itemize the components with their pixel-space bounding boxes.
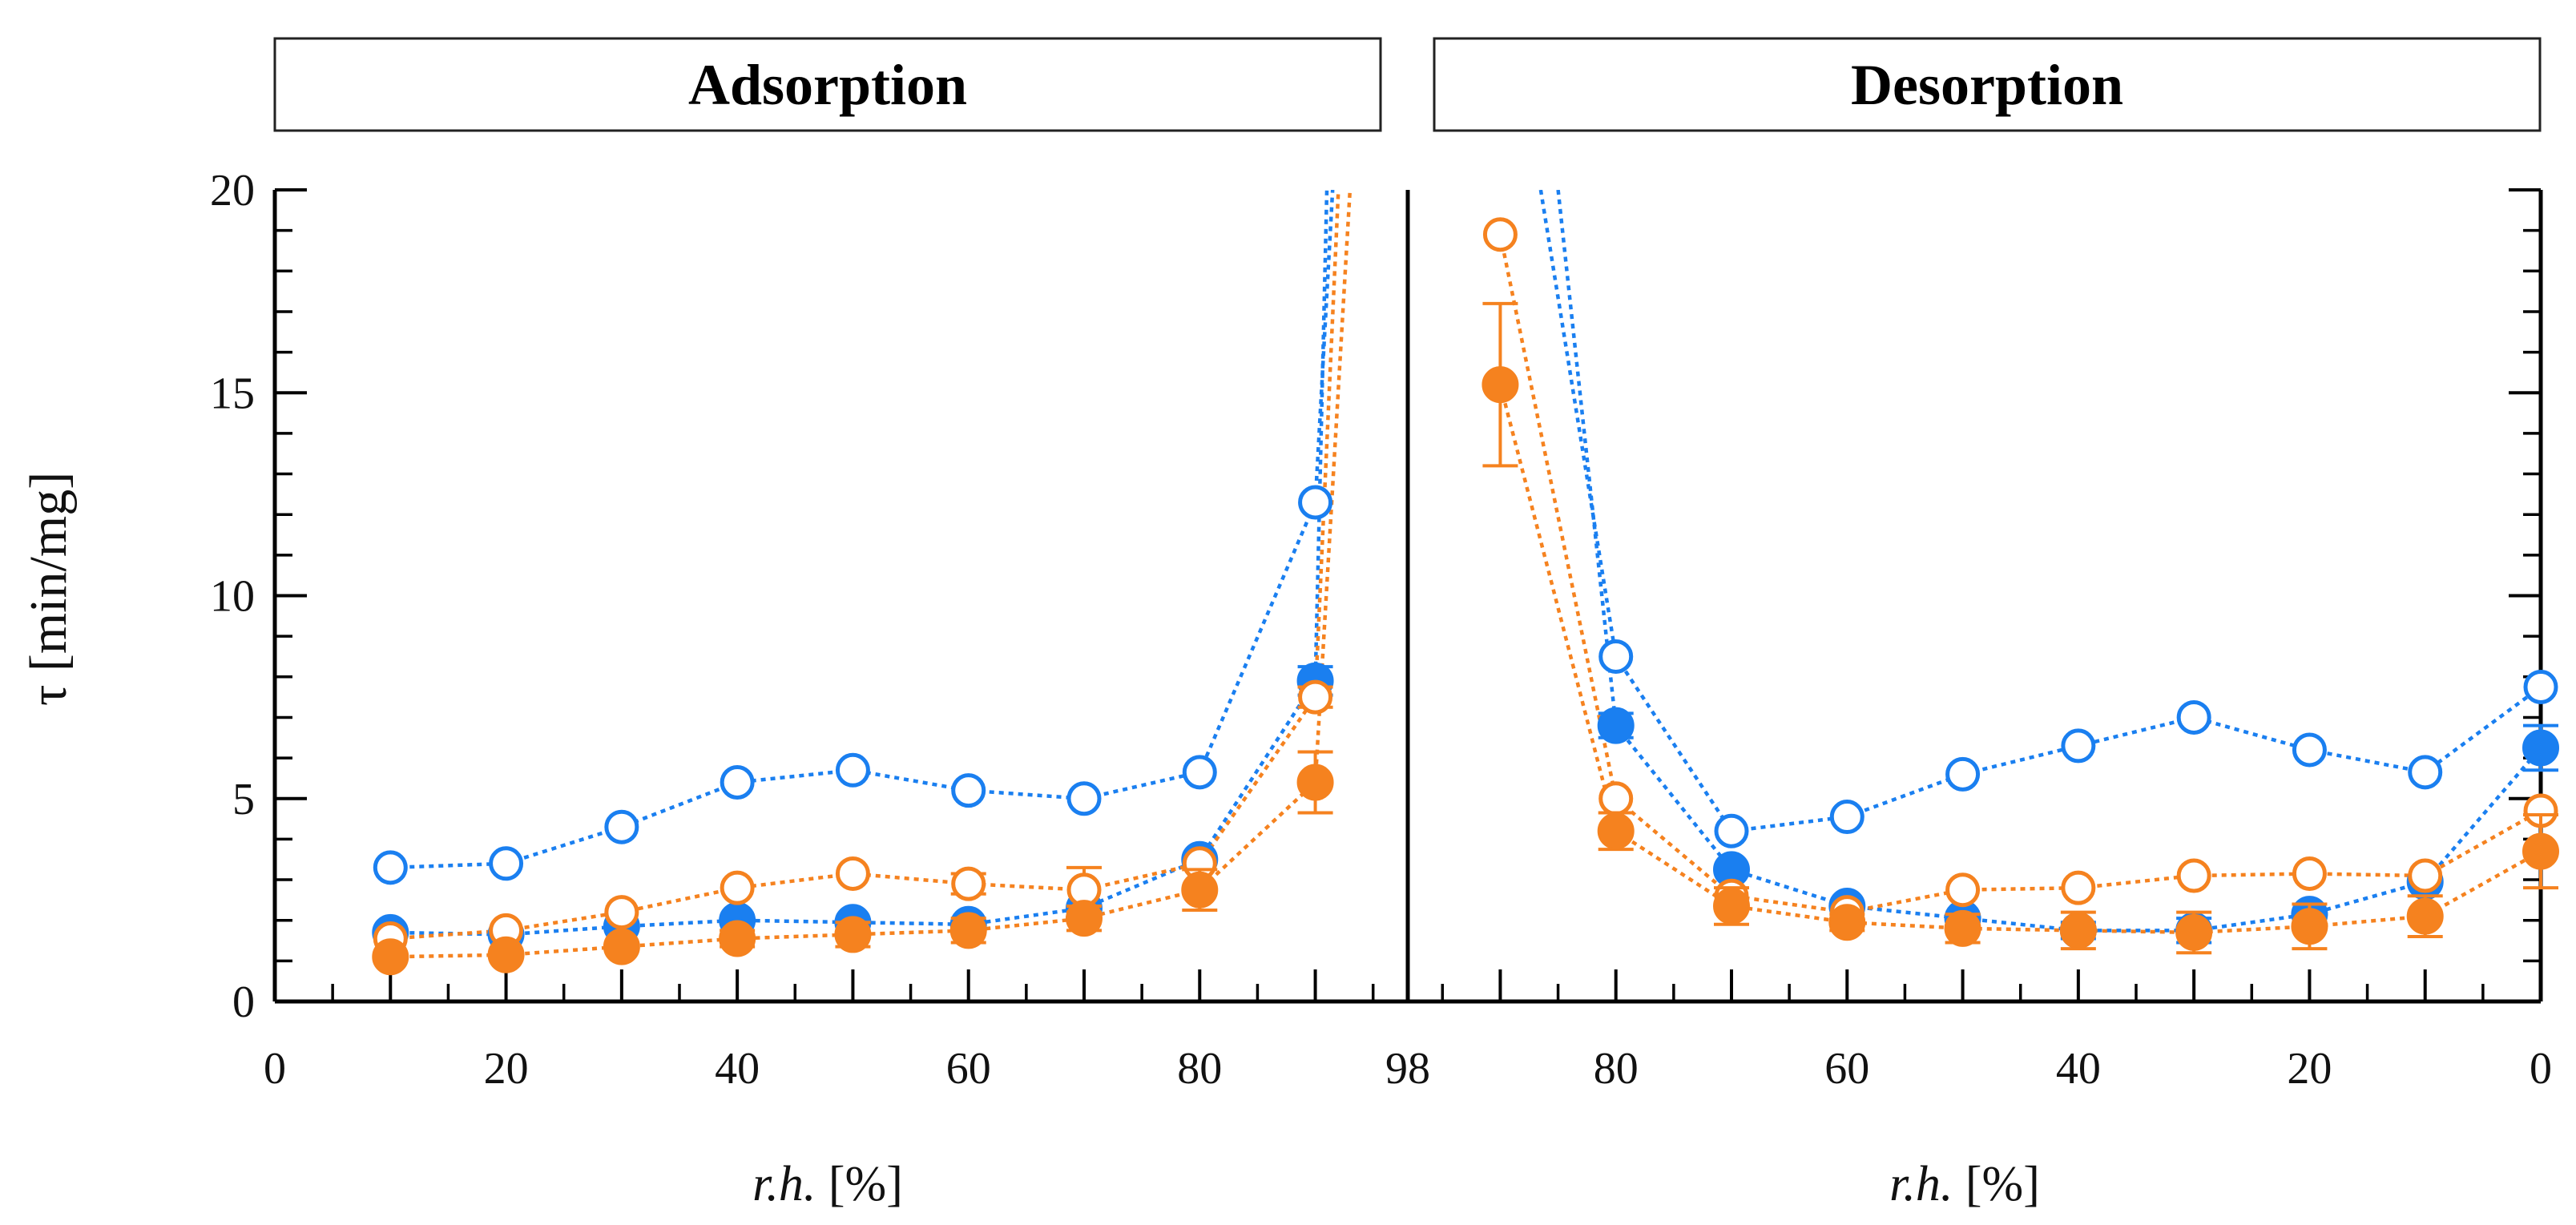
blue-open-marker [1829, 800, 1864, 835]
orange-filled-marker [1597, 812, 1635, 850]
blue-open-line [1538, 190, 2541, 833]
orange-open-marker [951, 866, 986, 901]
orange-filled-marker [719, 920, 756, 957]
adsorption-title: Adsorption [688, 53, 967, 117]
desorption-x-tick-label: 20 [2287, 1044, 2332, 1094]
orange-filled-marker [1296, 764, 1334, 801]
orange-open-marker [1598, 781, 1634, 816]
adsorption-plot [372, 190, 1353, 976]
orange-filled-marker [1713, 887, 1750, 925]
orange-open-marker [2061, 870, 2096, 905]
desorption-x-tick-label: 0 [2530, 1044, 2552, 1094]
desorption-x-tick-label: 40 [2056, 1044, 2101, 1094]
orange-filled-marker [1828, 904, 1866, 941]
blue-open-marker [835, 752, 870, 788]
desorption-title: Desorption [1851, 53, 2123, 117]
y-axis-label: τ [min/mg] [19, 472, 78, 706]
blue-open-marker [2061, 728, 2096, 764]
orange-filled-marker [834, 916, 872, 953]
desorption-x-tick-label: 80 [1594, 1044, 1639, 1094]
blue-open-marker [1598, 639, 1634, 674]
blue-open-marker [2523, 669, 2558, 704]
orange-filled-marker [2059, 912, 2097, 949]
blue-open-marker [2176, 699, 2211, 735]
adsorption-series-group [390, 190, 1353, 959]
orange-filled-marker [1181, 871, 1219, 909]
orange-open-marker [604, 895, 639, 930]
orange-filled-marker [1482, 366, 1519, 404]
blue-open-marker [951, 773, 986, 808]
adsorption-x-axis-label: r.h. [%] [752, 1157, 903, 1211]
orange-filled-marker [487, 936, 525, 973]
blue-open-marker [489, 846, 524, 881]
blue-open-marker [1945, 756, 1981, 792]
blue-open-marker [2292, 732, 2327, 768]
blue-open-marker [2408, 755, 2443, 790]
orange-open-line [1498, 234, 2541, 914]
orange-filled-line [390, 190, 1353, 959]
blue-filled-marker [2522, 729, 2559, 767]
orange-open-marker [1945, 872, 1981, 908]
orange-filled-line [1498, 384, 2541, 935]
blue-open-marker [604, 809, 639, 844]
orange-open-line [390, 190, 1340, 941]
y-tick-label: 5 [232, 775, 255, 824]
orange-open-marker [1298, 679, 1333, 715]
blue-open-marker [1066, 781, 1102, 816]
adsorption-x-tick-label: 20 [484, 1044, 529, 1094]
orange-open-marker [1482, 217, 1518, 252]
blue-open-marker [1182, 755, 1217, 790]
blue-filled-line [1556, 190, 2541, 933]
orange-filled-marker [2175, 913, 2213, 951]
blue-filled-marker [1597, 707, 1635, 744]
desorption-plot [1482, 190, 2559, 955]
blue-filled-line [390, 190, 1329, 937]
orange-filled-marker [1944, 909, 1981, 947]
adsorption-x-tick-label: 60 [946, 1044, 991, 1094]
blue-open-marker [720, 764, 755, 800]
orange-open-marker [2176, 858, 2211, 893]
orange-filled-marker [949, 912, 987, 949]
blue-open-marker [1298, 485, 1333, 520]
adsorption-x-tick-label: 80 [1177, 1044, 1222, 1094]
adsorption-x-tick-label: 0 [264, 1044, 286, 1094]
desorption-x-axis-label: r.h. [%] [1889, 1157, 2040, 1211]
orange-open-marker [720, 870, 755, 905]
y-tick-label: 15 [210, 369, 255, 418]
desorption-x-tick-label: 60 [1824, 1044, 1869, 1094]
orange-open-marker [835, 856, 870, 891]
orange-filled-marker [2406, 897, 2444, 935]
orange-open-marker [2292, 856, 2327, 891]
y-tick-label: 20 [210, 166, 255, 216]
y-tick-label: 10 [210, 572, 255, 622]
blue-open-marker [373, 850, 408, 885]
orange-filled-marker [2291, 908, 2328, 945]
adsorption-title-box: Adsorption [273, 37, 1382, 132]
orange-filled-marker [372, 938, 409, 976]
blue-open-marker [1714, 813, 1749, 848]
adsorption-x-tick-label: 40 [715, 1044, 760, 1094]
y-tick-label: 0 [232, 977, 255, 1027]
axes: 0 5 10 15 20 0 20 40 60 80 98 80 60 40 20 0 [210, 166, 2552, 1094]
orange-filled-marker [1066, 900, 1103, 937]
desorption-series-group [1498, 190, 2541, 935]
blue-open-line [390, 190, 1335, 870]
adsorption-x-tick-label: 98 [1385, 1044, 1430, 1094]
orange-open-marker [2408, 858, 2443, 893]
orange-filled-marker [603, 928, 640, 965]
desorption-title-box: Desorption [1433, 37, 2542, 132]
orange-filled-marker [2522, 832, 2559, 870]
